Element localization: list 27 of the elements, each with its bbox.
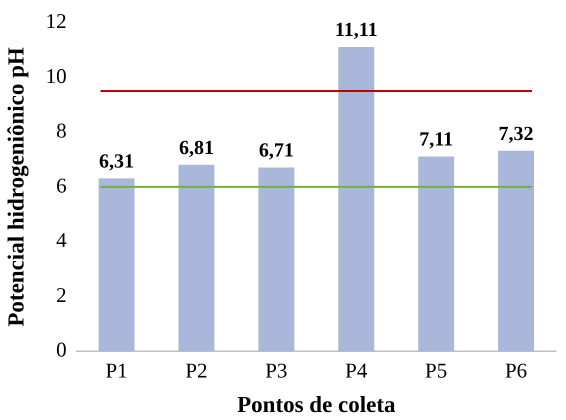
x-tick-label: P5: [425, 358, 448, 382]
x-tick-label: P6: [504, 358, 528, 382]
y-tick-label: 10: [46, 64, 67, 88]
bar: [338, 46, 374, 352]
data-label: 6,81: [178, 136, 214, 159]
y-tick-label: 12: [46, 9, 67, 34]
data-label: 6,71: [258, 140, 294, 162]
bar: [498, 150, 534, 352]
data-label: 7,32: [498, 122, 534, 145]
bar: [258, 167, 294, 352]
y-tick-label: 8: [56, 118, 67, 143]
bar: [178, 164, 214, 352]
data-label: 7,11: [419, 128, 454, 151]
x-tick-label: P1: [105, 358, 128, 382]
data-label: 11,11: [334, 19, 378, 42]
y-tick-label: 2: [56, 282, 67, 307]
x-tick-label: P3: [265, 358, 288, 382]
bar: [418, 156, 454, 352]
y-axis-title: Potencial hidrogeniônico pH: [4, 47, 30, 327]
y-tick-label: 6: [56, 173, 67, 198]
x-tick-label: P4: [345, 358, 368, 382]
y-tick-label: 4: [56, 228, 68, 252]
x-axis-title: Pontos de coleta: [237, 392, 396, 418]
x-tick-label: P2: [185, 358, 208, 382]
y-tick-label: 0: [56, 338, 67, 362]
bar: [98, 178, 135, 352]
data-label: 6,31: [99, 150, 134, 173]
